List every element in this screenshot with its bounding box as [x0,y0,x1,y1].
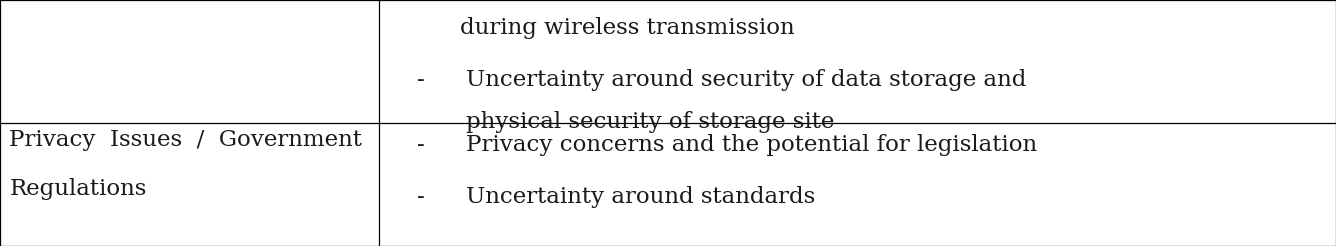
Text: Privacy concerns and the potential for legislation: Privacy concerns and the potential for l… [466,134,1037,156]
Text: Privacy  Issues  /  Government: Privacy Issues / Government [9,129,362,151]
Text: physical security of storage site: physical security of storage site [466,111,835,133]
Text: -: - [417,134,425,156]
Text: Regulations: Regulations [9,178,147,200]
Text: -: - [417,186,425,208]
Text: Uncertainty around standards: Uncertainty around standards [466,186,815,208]
Text: during wireless transmission: during wireless transmission [460,17,794,39]
Text: Uncertainty around security of data storage and: Uncertainty around security of data stor… [466,69,1026,91]
Text: -: - [417,69,425,91]
